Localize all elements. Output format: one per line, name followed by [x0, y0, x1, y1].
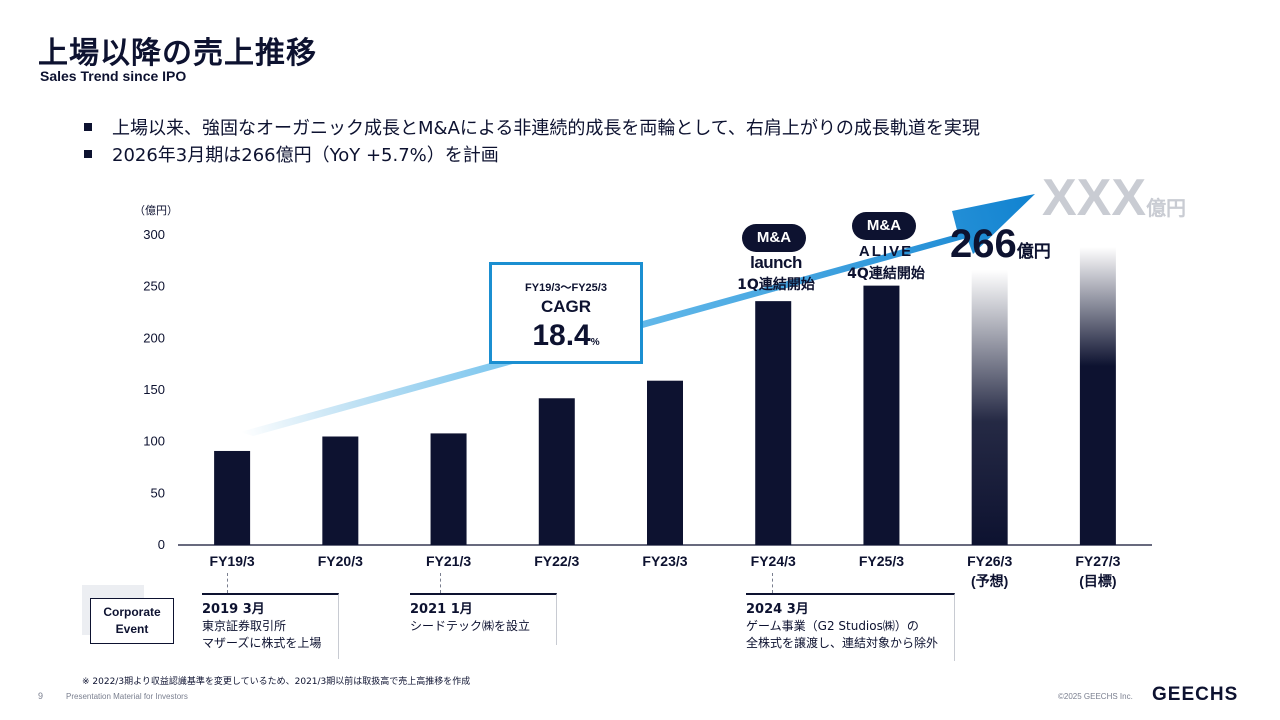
footnote: ※ 2022/3期より収益認識基準を変更しているため、2021/3期以前は取扱高…	[82, 677, 471, 687]
copyright: ©2025 GEECHS Inc.	[1058, 692, 1133, 701]
event-text: シードテック㈱を設立	[410, 619, 531, 633]
bar-actual	[647, 380, 683, 545]
cagr-period: FY19/3～FY25/3	[525, 282, 607, 294]
y-tick-label: 50	[151, 485, 165, 500]
cagr-unit: %	[590, 337, 600, 348]
x-tick-label: FY21/3	[426, 553, 471, 569]
event-connector	[772, 573, 773, 593]
x-tick-sublabel: (目標)	[1079, 573, 1116, 589]
forecast-value: 266億円	[950, 222, 1051, 267]
bar-actual	[538, 398, 575, 545]
page-title: 上場以降の売上推移	[38, 36, 317, 71]
consolidation-note: 1Q連結開始	[737, 277, 815, 293]
target-unit: 億円	[1146, 198, 1187, 220]
growth-arrow	[240, 194, 1035, 436]
target-value: XXX億円	[1042, 168, 1186, 228]
corporate-event-label-line: Event	[115, 622, 149, 636]
event-text: ゲーム事業（G2 Studios㈱）の	[746, 619, 919, 633]
x-tick-label: FY24/3	[751, 553, 796, 569]
consolidation-note: 4Q連結開始	[847, 266, 925, 282]
event-item: 2021 1月 シードテック㈱を設立	[410, 593, 557, 645]
x-tick-label: FY23/3	[642, 553, 687, 569]
event-text: 東京証券取引所	[202, 619, 287, 633]
event-date: 2021 1月	[410, 602, 473, 617]
event-text: マザーズに株式を上場	[202, 636, 322, 650]
event-text: 全株式を譲渡し、連結対象から除外	[746, 636, 939, 650]
bullet-text: 2026年3月期は266億円（YoY +5.7%）を計画	[112, 145, 499, 166]
footer-document-title: Presentation Material for Investors	[66, 692, 188, 701]
bullet-square-icon	[84, 150, 92, 158]
forecast-number: 266	[950, 222, 1017, 266]
y-tick-label: 250	[143, 279, 165, 294]
bar-forecast	[971, 270, 1008, 545]
x-tick-label: FY19/3	[210, 553, 255, 569]
cagr-box: FY19/3～FY25/3 CAGR 18.4%	[489, 262, 643, 364]
y-tick-label: 0	[158, 537, 165, 552]
alive-logo: ALIVE	[858, 243, 914, 260]
x-tick-sublabel: (予想)	[971, 573, 1008, 589]
y-tick-label: 200	[143, 330, 165, 345]
bullet-square-icon	[84, 123, 92, 131]
bullet-text: 上場以来、強固なオーガニック成長とM&Aによる非連続的成長を両輪として、右肩上が…	[112, 118, 980, 139]
y-unit-label: （億円）	[134, 204, 178, 217]
corporate-event-label-line: Corporate	[103, 605, 161, 619]
bullet-item: 2026年3月期は266億円（YoY +5.7%）を計画	[84, 141, 499, 167]
bar-actual	[755, 301, 792, 545]
bar-target	[1079, 247, 1116, 545]
bar-actual	[214, 450, 251, 545]
x-tick-label: FY25/3	[859, 553, 904, 569]
ma-badge: M&A	[742, 224, 806, 252]
forecast-unit: 億円	[1016, 242, 1051, 261]
y-tick-label: 300	[143, 227, 165, 242]
event-connector	[440, 573, 441, 593]
ma-badge: M&A	[852, 212, 916, 240]
bar-actual	[430, 433, 467, 545]
page-subtitle: Sales Trend since IPO	[40, 68, 187, 84]
page-number: 9	[38, 691, 44, 701]
cagr-value: 18.4%	[492, 319, 640, 353]
x-tick-label: FY26/3	[967, 553, 1012, 569]
x-tick-label: FY20/3	[318, 553, 363, 569]
target-number: XXX	[1042, 169, 1147, 227]
brand-logo: GEECHS	[1152, 684, 1239, 705]
cagr-label: CAGR	[540, 297, 592, 316]
x-tick-label: FY27/3	[1075, 553, 1120, 569]
event-item: 2024 3月 ゲーム事業（G2 Studios㈱）の 全株式を譲渡し、連結対象…	[746, 593, 955, 661]
event-connector	[227, 573, 228, 593]
corporate-event-label: Corporate Event	[90, 598, 174, 644]
cagr-number: 18.4	[532, 319, 591, 352]
event-date: 2019 3月	[202, 602, 265, 617]
y-tick-label: 150	[143, 382, 165, 397]
launch-logo: launch	[750, 253, 802, 272]
event-date: 2024 3月	[746, 602, 809, 617]
sales-bar-chart: （億円） 0 50 100 150 200 250 300 FY19/3 FY20/3 FY21…	[134, 194, 1152, 589]
y-tick-label: 100	[143, 434, 165, 449]
bar-actual	[863, 285, 900, 545]
bullet-item: 上場以来、強固なオーガニック成長とM&Aによる非連続的成長を両輪として、右肩上が…	[84, 114, 980, 140]
bar-actual	[322, 436, 359, 545]
event-item: 2019 3月 東京証券取引所 マザーズに株式を上場	[202, 593, 339, 659]
x-tick-label: FY22/3	[534, 553, 579, 569]
